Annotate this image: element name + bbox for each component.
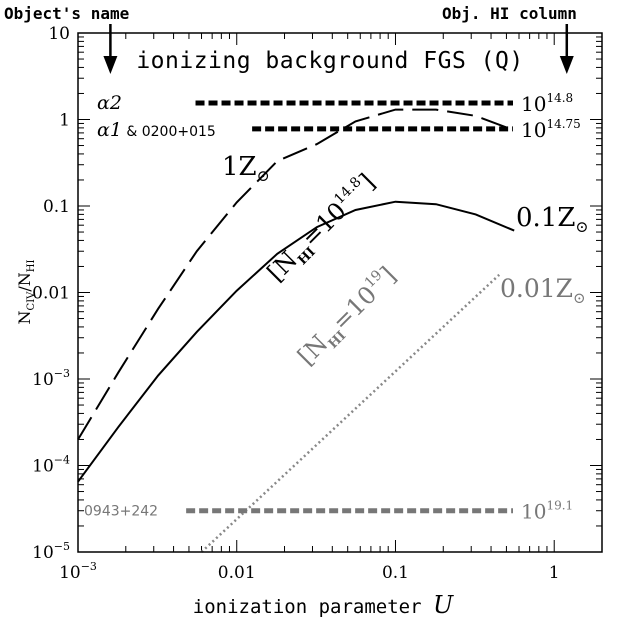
y-tick-label-base: 10 bbox=[32, 370, 54, 390]
series-label-1: 1Z⊙ bbox=[222, 152, 270, 185]
object-column-base: 10 bbox=[521, 118, 546, 142]
object-layer bbox=[186, 100, 514, 514]
plot-frame bbox=[77, 32, 603, 553]
chart-title: ionizing background FGS (Q) bbox=[136, 48, 523, 74]
x-axis-label-variable: U bbox=[433, 591, 454, 619]
label-layer: 10−3 0.01 0.1 11010.10.0110−310−410−51Z⊙0.1… bbox=[32, 24, 588, 583]
series-layer bbox=[77, 108, 515, 553]
object-name-rest: & 0200+015 bbox=[122, 124, 216, 140]
object-name-label-3: 0943+242 bbox=[84, 504, 158, 520]
object-name-alpha: α1 bbox=[97, 119, 122, 141]
curve-label-1: [NHI=1014.8] bbox=[261, 167, 383, 289]
object-column-exponent: 14.75 bbox=[546, 117, 580, 131]
object-name-label-1: α2 bbox=[97, 92, 122, 114]
object-column-base: 10 bbox=[521, 92, 546, 116]
y-tick-label-exponent: −3 bbox=[54, 367, 70, 380]
curve-label-base: [N bbox=[262, 246, 303, 287]
y-tick-label: 10 bbox=[48, 24, 70, 44]
series-label-sun-icon: ⊙ bbox=[575, 218, 588, 236]
series-line-1 bbox=[77, 108, 515, 441]
curve-label-base: [N bbox=[292, 329, 333, 370]
y-tick-label-base: 10 bbox=[32, 457, 54, 477]
y-tick-label: 1 bbox=[59, 111, 70, 131]
x-tick-label: 1 bbox=[549, 563, 560, 583]
object-name-annotation: Object's name bbox=[4, 4, 129, 23]
y-tick-label: 0.1 bbox=[43, 197, 70, 217]
series-label-text: 0.1Z bbox=[516, 203, 575, 233]
x-tick-label-exponent: −3 bbox=[81, 560, 97, 573]
x-axis-label: ionization parameter U bbox=[193, 591, 454, 619]
x-tick-label: 10−3 bbox=[59, 560, 97, 583]
hi-column-annotation: Obj. HI column bbox=[442, 4, 577, 23]
series-label-sun-icon: ⊙ bbox=[257, 167, 270, 185]
object-column-label-2: 1014.75 bbox=[521, 117, 581, 142]
hi-column-arrowhead-icon bbox=[559, 56, 574, 74]
y-tick-label: 10−3 bbox=[32, 367, 70, 390]
object-column-base: 10 bbox=[521, 500, 546, 524]
y-tick-label: 0.01 bbox=[32, 284, 70, 304]
curve-label-2: [NHI=1019] bbox=[291, 261, 404, 374]
y-tick-label: 10−4 bbox=[32, 454, 70, 477]
x-tick-label-base: 10 bbox=[59, 563, 81, 583]
object-column-label-1: 1014.8 bbox=[521, 91, 573, 116]
series-label-2: 0.1Z⊙ bbox=[516, 203, 589, 236]
object-column-label-3: 1019.1 bbox=[521, 499, 573, 524]
series-label-3: 0.01Z⊙ bbox=[500, 274, 586, 307]
y-tick-label: 10−5 bbox=[32, 540, 70, 563]
object-column-exponent: 19.1 bbox=[546, 499, 573, 513]
x-axis-label-text: ionization parameter bbox=[193, 596, 433, 618]
y-tick-label-exponent: −4 bbox=[54, 454, 70, 467]
x-tick-label: 0.01 bbox=[218, 563, 256, 583]
y-axis-label: NCIV/NHI bbox=[15, 260, 37, 325]
series-label-sun-icon: ⊙ bbox=[573, 289, 586, 307]
series-line-2 bbox=[77, 200, 515, 483]
object-name-label-2: α1 & 0200+015 bbox=[97, 119, 216, 141]
x-tick-label: 0.1 bbox=[382, 563, 409, 583]
series-label-text: 0.01Z bbox=[500, 274, 573, 303]
object-name-arrowhead-icon bbox=[103, 56, 118, 74]
y-tick-label-exponent: −5 bbox=[54, 540, 70, 553]
y-tick-label-base: 10 bbox=[32, 543, 54, 563]
series-label-text: 1Z bbox=[222, 152, 257, 182]
object-column-exponent: 14.8 bbox=[546, 91, 573, 105]
minor-ticks bbox=[78, 33, 603, 552]
